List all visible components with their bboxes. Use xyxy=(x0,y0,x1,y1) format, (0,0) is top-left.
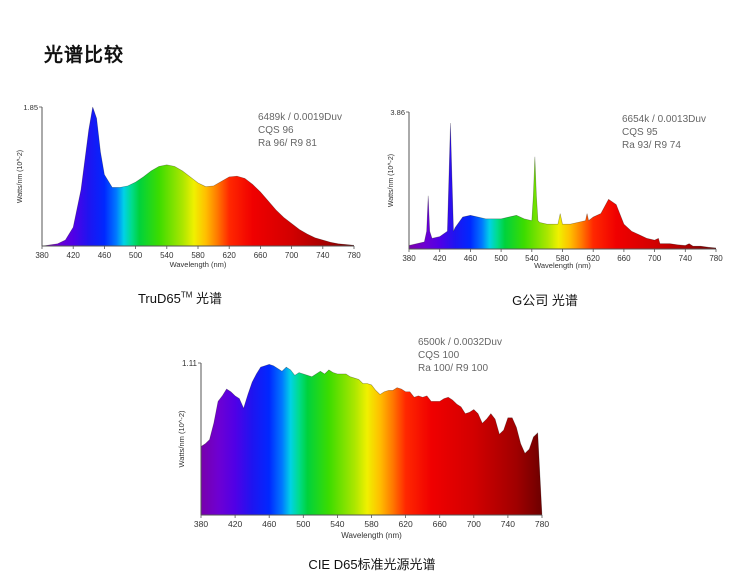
x-tick-label: 500 xyxy=(494,254,508,263)
x-tick-label: 460 xyxy=(262,519,276,529)
x-tick-label: 700 xyxy=(648,254,662,263)
x-tick-label: 780 xyxy=(535,519,549,529)
chart-1-cqs: CQS 96 xyxy=(258,125,294,136)
chart-3-cqs: CQS 100 xyxy=(418,350,460,361)
chart-1-caption: TruD65TM 光谱 xyxy=(138,288,222,307)
chart-2-cct: 6654k / 0.0013Duv xyxy=(622,114,706,125)
chart-1-annotation: 6489k / 0.0019Duv CQS 96 Ra 96/ R9 81 xyxy=(258,111,342,150)
x-axis-label: Wavelength (nm) xyxy=(534,261,591,270)
x-tick-label: 500 xyxy=(129,251,143,260)
x-tick-label: 660 xyxy=(254,251,268,260)
x-tick-label: 540 xyxy=(330,519,344,529)
x-tick-label: 620 xyxy=(399,519,413,529)
x-tick-label: 540 xyxy=(525,254,539,263)
x-tick-label: 620 xyxy=(223,251,237,260)
chart-1-caption-suffix: 光谱 xyxy=(192,291,223,306)
chart-3-annotation: 6500k / 0.0032Duv CQS 100 Ra 100/ R9 100 xyxy=(418,336,502,375)
x-tick-label: 660 xyxy=(433,519,447,529)
chart-2-ra: Ra 93/ R9 74 xyxy=(622,140,681,151)
x-tick-label: 460 xyxy=(98,251,112,260)
x-tick-label: 420 xyxy=(228,519,242,529)
chart-3-ra: Ra 100/ R9 100 xyxy=(418,363,489,374)
x-tick-label: 780 xyxy=(709,254,723,263)
chart-2-caption: G公司 光谱 xyxy=(512,293,578,308)
spectrum-area xyxy=(201,364,542,515)
chart-3-cct: 6500k / 0.0032Duv xyxy=(418,337,502,348)
plot-background xyxy=(201,363,542,515)
x-tick-label: 540 xyxy=(160,251,174,260)
x-tick-label: 700 xyxy=(467,519,481,529)
chart-2-cqs: CQS 95 xyxy=(622,127,658,138)
x-tick-label: 420 xyxy=(67,251,81,260)
y-tick-label: 3.86 xyxy=(390,108,405,117)
x-tick-label: 780 xyxy=(347,251,361,260)
x-tick-label: 740 xyxy=(679,254,693,263)
x-axis-label: Wavelength (nm) xyxy=(170,260,227,269)
y-tick-label: 1.11 xyxy=(182,359,198,368)
x-tick-label: 660 xyxy=(617,254,631,263)
x-tick-label: 580 xyxy=(191,251,205,260)
chart-1-caption-name: TruD65 xyxy=(137,291,181,306)
chart-2-annotation: 6654k / 0.0013Duv CQS 95 Ra 93/ R9 74 xyxy=(622,113,706,152)
x-tick-label: 740 xyxy=(316,251,330,260)
y-tick-label: 1.85 xyxy=(23,103,38,112)
x-tick-label: 580 xyxy=(364,519,378,529)
chart-1-cct: 6489k / 0.0019Duv xyxy=(258,112,342,123)
y-axis-label: Watts/nm (10^-2) xyxy=(17,150,24,203)
x-tick-label: 500 xyxy=(296,519,310,529)
y-axis-label: Watts/nm (10^-2) xyxy=(388,154,395,207)
chart-1-ra: Ra 96/ R9 81 xyxy=(258,138,317,149)
y-axis-label: Watts/nm (10^-2) xyxy=(177,410,186,468)
page-title: 光谱比较 xyxy=(44,45,125,66)
x-tick-label: 420 xyxy=(433,254,447,263)
x-tick-label: 380 xyxy=(194,519,208,529)
x-tick-label: 580 xyxy=(556,254,570,263)
x-tick-label: 380 xyxy=(35,251,49,260)
spectrum-outline xyxy=(200,364,543,516)
chart-3-caption: CIE D65标准光源光谱 xyxy=(308,557,436,572)
x-tick-label: 620 xyxy=(587,254,601,263)
x-axis-label: Wavelength (nm) xyxy=(341,531,402,540)
x-tick-label: 740 xyxy=(501,519,515,529)
chart-1-caption-tm: TM xyxy=(180,290,193,300)
x-tick-label: 460 xyxy=(464,254,478,263)
x-tick-label: 700 xyxy=(285,251,299,260)
x-tick-label: 380 xyxy=(402,254,416,263)
